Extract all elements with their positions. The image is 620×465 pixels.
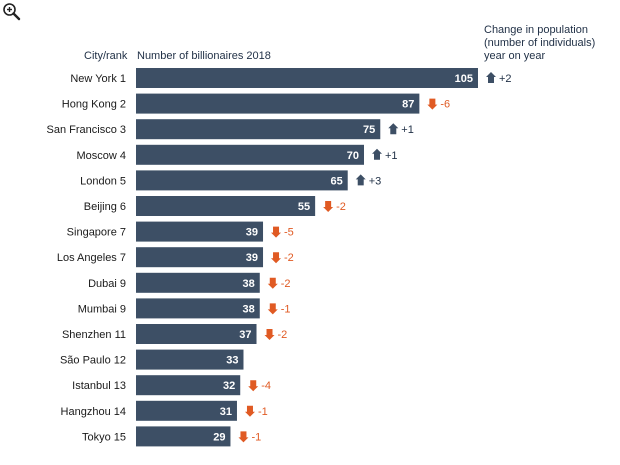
bar-value-label: 65 — [330, 175, 342, 187]
down-arrow-icon — [271, 252, 282, 264]
change-label: -5 — [284, 227, 294, 239]
change-label: -2 — [281, 278, 291, 290]
change-label: -2 — [336, 201, 346, 213]
down-arrow-icon — [264, 329, 275, 340]
change-label: -1 — [281, 303, 291, 315]
bar-value-label: 39 — [246, 227, 258, 239]
change-label: +1 — [385, 150, 398, 162]
category-label: Istanbul 13 — [72, 380, 126, 392]
category-label: Hong Kong 2 — [62, 99, 126, 111]
category-label: Mumbai 9 — [78, 303, 126, 315]
category-label: New York 1 — [70, 73, 126, 85]
bar-value-label: 38 — [243, 278, 255, 290]
up-arrow-icon — [486, 72, 496, 83]
change-label: -2 — [284, 252, 294, 264]
change-header: Change in population (number of individu… — [484, 24, 596, 62]
bar-value-label: 39 — [246, 252, 258, 264]
bar-value-label: 31 — [220, 406, 232, 418]
bar — [136, 400, 237, 421]
up-arrow-icon — [355, 174, 366, 186]
bar-value-label: 55 — [298, 201, 310, 213]
down-arrow-icon — [323, 201, 334, 212]
category-label: Hangzhou 14 — [61, 406, 126, 418]
down-arrow-icon — [244, 405, 255, 417]
change-label: +2 — [499, 73, 512, 85]
billionaires-header: Number of billionaires 2018 — [137, 50, 271, 62]
bar-value-label: 33 — [226, 355, 238, 367]
bar — [136, 221, 264, 242]
zoom-in-icon[interactable] — [2, 2, 22, 22]
bar — [136, 375, 241, 396]
bar — [136, 298, 260, 319]
category-label: San Francisco 3 — [47, 124, 126, 136]
bar — [136, 170, 348, 191]
bar — [136, 68, 478, 88]
change-label: -1 — [251, 431, 261, 443]
bar — [136, 93, 420, 114]
bar-value-label: 38 — [243, 303, 255, 315]
change-label: +3 — [369, 175, 382, 187]
down-arrow-icon — [267, 277, 278, 289]
category-label: São Paulo 12 — [60, 355, 126, 367]
down-arrow-icon — [271, 226, 282, 238]
bar-value-label: 87 — [402, 99, 414, 111]
bar-value-label: 29 — [213, 431, 225, 443]
bar — [136, 426, 231, 447]
category-label: Tokyo 15 — [82, 431, 126, 443]
category-label: Los Angeles 7 — [57, 252, 126, 264]
change-label: -1 — [258, 406, 268, 418]
bar — [136, 119, 381, 140]
bar-value-label: 105 — [455, 73, 473, 85]
category-label: Shenzhen 11 — [62, 329, 126, 341]
down-arrow-icon — [427, 98, 438, 110]
bar — [136, 247, 264, 268]
bar — [136, 144, 364, 165]
down-arrow-icon — [267, 303, 278, 315]
bar — [136, 272, 260, 293]
city-rank-header: City/rank — [84, 50, 128, 62]
up-arrow-icon — [372, 148, 382, 160]
up-arrow-icon — [388, 123, 399, 135]
bar-value-label: 70 — [347, 150, 359, 162]
bar — [136, 196, 316, 216]
bar-value-label: 37 — [239, 329, 251, 341]
down-arrow-icon — [248, 380, 259, 392]
down-arrow-icon — [238, 431, 249, 443]
category-label: London 5 — [80, 175, 126, 187]
change-label: +1 — [401, 124, 414, 136]
bar-value-label: 75 — [363, 124, 375, 136]
category-label: Dubai 9 — [88, 278, 126, 290]
bar — [136, 324, 257, 344]
bar — [136, 349, 244, 370]
category-label: Singapore 7 — [67, 227, 126, 239]
change-label: -4 — [261, 380, 271, 392]
category-label: Beijing 6 — [84, 201, 126, 213]
category-label: Moscow 4 — [76, 150, 126, 162]
bar-value-label: 32 — [223, 380, 235, 392]
change-label: -2 — [278, 329, 288, 341]
change-label: -6 — [440, 99, 450, 111]
